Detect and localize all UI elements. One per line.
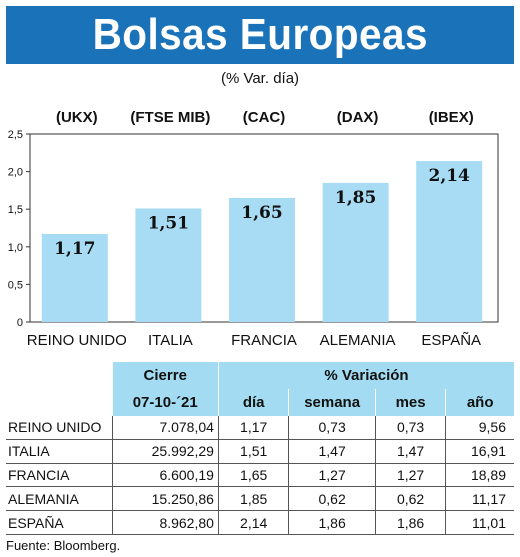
row-dia: 1,85 bbox=[217, 486, 289, 512]
source-note: Fuente: Bloomberg. bbox=[6, 538, 121, 553]
row-cierre: 25.992,29 bbox=[111, 439, 219, 464]
table-row: ALEMANIA 15.250,86 1,85 0,62 0,62 11,17 bbox=[6, 486, 514, 512]
bar-chart: 0 0,5 1,0 1,5 2,0 2,5 1,17 REINO UNIDO (UKX) 1,51… bbox=[8, 109, 499, 349]
y-tick-label: 2,0 bbox=[8, 167, 23, 179]
index-code-label: (UKX) bbox=[56, 109, 98, 126]
row-cierre: 15.250,86 bbox=[111, 486, 219, 512]
category-label: REINO UNIDO bbox=[27, 332, 127, 349]
row-cierre: 8.962,80 bbox=[111, 510, 219, 535]
row-ano: 9,56 bbox=[445, 416, 514, 440]
index-code-label: (CAC) bbox=[243, 109, 286, 126]
header-semana: semana bbox=[288, 389, 376, 416]
row-mes: 1,86 bbox=[374, 510, 446, 535]
header-dia: día bbox=[217, 389, 289, 416]
row-name: ITALIA bbox=[6, 439, 113, 464]
table-corner-2 bbox=[6, 389, 113, 416]
row-ano: 11,01 bbox=[445, 510, 514, 535]
header-cierre: Cierre bbox=[111, 362, 219, 389]
row-name: ALEMANIA bbox=[6, 486, 113, 512]
row-ano: 16,91 bbox=[445, 439, 514, 464]
row-ano: 18,89 bbox=[445, 463, 514, 488]
row-mes: 0,62 bbox=[374, 486, 446, 512]
header-date: 07-10-´21 bbox=[111, 389, 219, 416]
value-label: 2,14 bbox=[428, 166, 470, 186]
row-name: FRANCIA bbox=[6, 463, 113, 488]
page-title: Bolsas Europeas bbox=[92, 10, 428, 59]
table-row: REINO UNIDO 7.078,04 1,17 0,73 0,73 9,56 bbox=[6, 416, 514, 440]
category-label: FRANCIA bbox=[231, 332, 297, 349]
category-label: ALEMANIA bbox=[320, 332, 396, 349]
index-code-label: (IBEX) bbox=[429, 109, 474, 126]
row-semana: 1,86 bbox=[288, 510, 376, 535]
value-label: 1,85 bbox=[335, 188, 376, 208]
y-tick-label: 1,5 bbox=[8, 204, 23, 216]
value-label: 1,17 bbox=[54, 239, 95, 259]
row-ano: 11,17 bbox=[445, 486, 514, 512]
y-tick-label: 0 bbox=[17, 317, 23, 329]
row-semana: 0,62 bbox=[288, 486, 376, 512]
table-row: ITALIA 25.992,29 1,51 1,47 1,47 16,91 bbox=[6, 439, 514, 464]
row-dia: 1,65 bbox=[217, 463, 289, 488]
row-dia: 1,51 bbox=[217, 439, 289, 464]
bar bbox=[322, 182, 389, 322]
row-semana: 1,27 bbox=[288, 463, 376, 488]
row-mes: 0,73 bbox=[374, 416, 446, 440]
row-name: ESPAÑA bbox=[6, 510, 113, 535]
table-row: ESPAÑA 8.962,80 2,14 1,86 1,86 11,01 bbox=[6, 510, 514, 535]
y-tick-label: 1,0 bbox=[8, 242, 23, 254]
bar bbox=[416, 161, 483, 322]
index-code-label: (DAX) bbox=[337, 109, 379, 126]
table-sub-header-row: 07-10-´21 día semana mes año bbox=[6, 389, 514, 416]
bar bbox=[41, 234, 108, 322]
header-ano: año bbox=[445, 389, 514, 416]
data-table: Cierre % Variación 07-10-´21 día semana … bbox=[6, 362, 514, 535]
row-mes: 1,27 bbox=[374, 463, 446, 488]
row-mes: 1,47 bbox=[374, 439, 446, 464]
title-banner: Bolsas Europeas bbox=[6, 6, 514, 64]
header-mes: mes bbox=[374, 389, 446, 416]
table-corner bbox=[6, 362, 113, 389]
category-label: ITALIA bbox=[148, 332, 193, 349]
y-tick-label: 2,5 bbox=[8, 129, 23, 141]
chart-subtitle: (% Var. día) bbox=[220, 70, 300, 87]
row-cierre: 6.600,19 bbox=[111, 463, 219, 488]
row-cierre: 7.078,04 bbox=[111, 416, 219, 440]
value-label: 1,51 bbox=[148, 213, 189, 233]
header-variacion: % Variación bbox=[217, 362, 514, 389]
row-semana: 0,73 bbox=[288, 416, 376, 440]
bar bbox=[229, 197, 295, 322]
value-label: 1,65 bbox=[241, 203, 282, 223]
row-name: REINO UNIDO bbox=[6, 416, 113, 440]
table-group-header-row: Cierre % Variación bbox=[6, 362, 514, 389]
bar bbox=[135, 208, 202, 322]
index-code-label: (FTSE MIB) bbox=[130, 109, 210, 126]
row-dia: 1,17 bbox=[217, 416, 289, 440]
category-label: ESPAÑA bbox=[421, 332, 481, 349]
y-tick-label: 0,5 bbox=[8, 279, 23, 291]
table-row: FRANCIA 6.600,19 1,65 1,27 1,27 18,89 bbox=[6, 463, 514, 488]
row-semana: 1,47 bbox=[288, 439, 376, 464]
row-dia: 2,14 bbox=[217, 510, 289, 535]
